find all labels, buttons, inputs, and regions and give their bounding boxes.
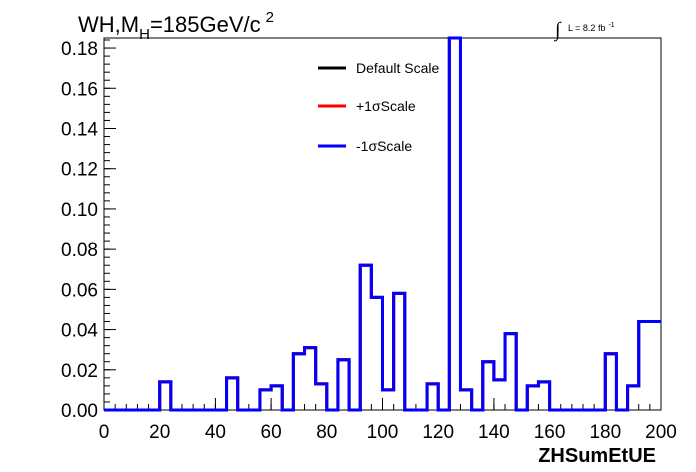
y-tick-label: 0.16: [61, 79, 98, 100]
x-tick-label: 60: [261, 422, 282, 443]
legend: Default Scale +1σScale -1σScale: [318, 60, 439, 154]
chart-title-main: WH,M: [78, 12, 139, 37]
y-tick-label: 0.18: [61, 39, 98, 60]
y-tick-label: 0.14: [61, 119, 98, 140]
legend-label-plus-sigma-scale: +1σScale: [356, 98, 416, 114]
x-tick-label: 160: [534, 422, 566, 443]
y-tick-label: 0.02: [61, 361, 98, 382]
chart-title: WH,MH=185GeV/c 2: [78, 9, 274, 43]
lumi-label: L = 8.2 fb -1: [568, 22, 615, 33]
y-tick-label: 0.00: [61, 401, 98, 422]
x-tick-label: 100: [367, 422, 399, 443]
legend-label-minus-sigma-scale: -1σScale: [356, 138, 412, 154]
x-tick-label: 20: [149, 422, 170, 443]
y-tick-label: 0.08: [61, 240, 98, 261]
chart-title-subscript: H: [139, 26, 150, 43]
x-axis-label: ZHSumEtUE: [538, 445, 656, 467]
chart-title-rest: =185GeV/c: [150, 12, 261, 37]
series-line-2: [104, 36, 661, 412]
y-tick-label: 0.12: [61, 160, 98, 181]
chart-title-superscript: 2: [266, 9, 274, 26]
y-tick-label: 0.04: [61, 321, 98, 342]
y-axis: 0.00 0.02 0.04 0.06 0.08 0.10 0.12 0.14 0.16 0.18: [61, 39, 116, 422]
x-tick-label: 140: [478, 422, 510, 443]
x-tick-label: 120: [422, 422, 454, 443]
series-layer: [104, 36, 661, 412]
x-tick-label: 180: [589, 422, 621, 443]
lumi-text: L = 8.2 fb: [568, 23, 605, 33]
lumi-integral-sign: ∫: [553, 19, 562, 42]
x-tick-label: 40: [205, 422, 226, 443]
x-tick-label: 80: [316, 422, 337, 443]
y-tick-label: 0.10: [61, 200, 98, 221]
lumi-superscript: -1: [608, 22, 614, 29]
x-tick-label: 200: [645, 422, 677, 443]
x-tick-label: 0: [99, 422, 110, 443]
y-tick-label: 0.06: [61, 280, 98, 301]
legend-label-default-scale: Default Scale: [356, 60, 439, 76]
